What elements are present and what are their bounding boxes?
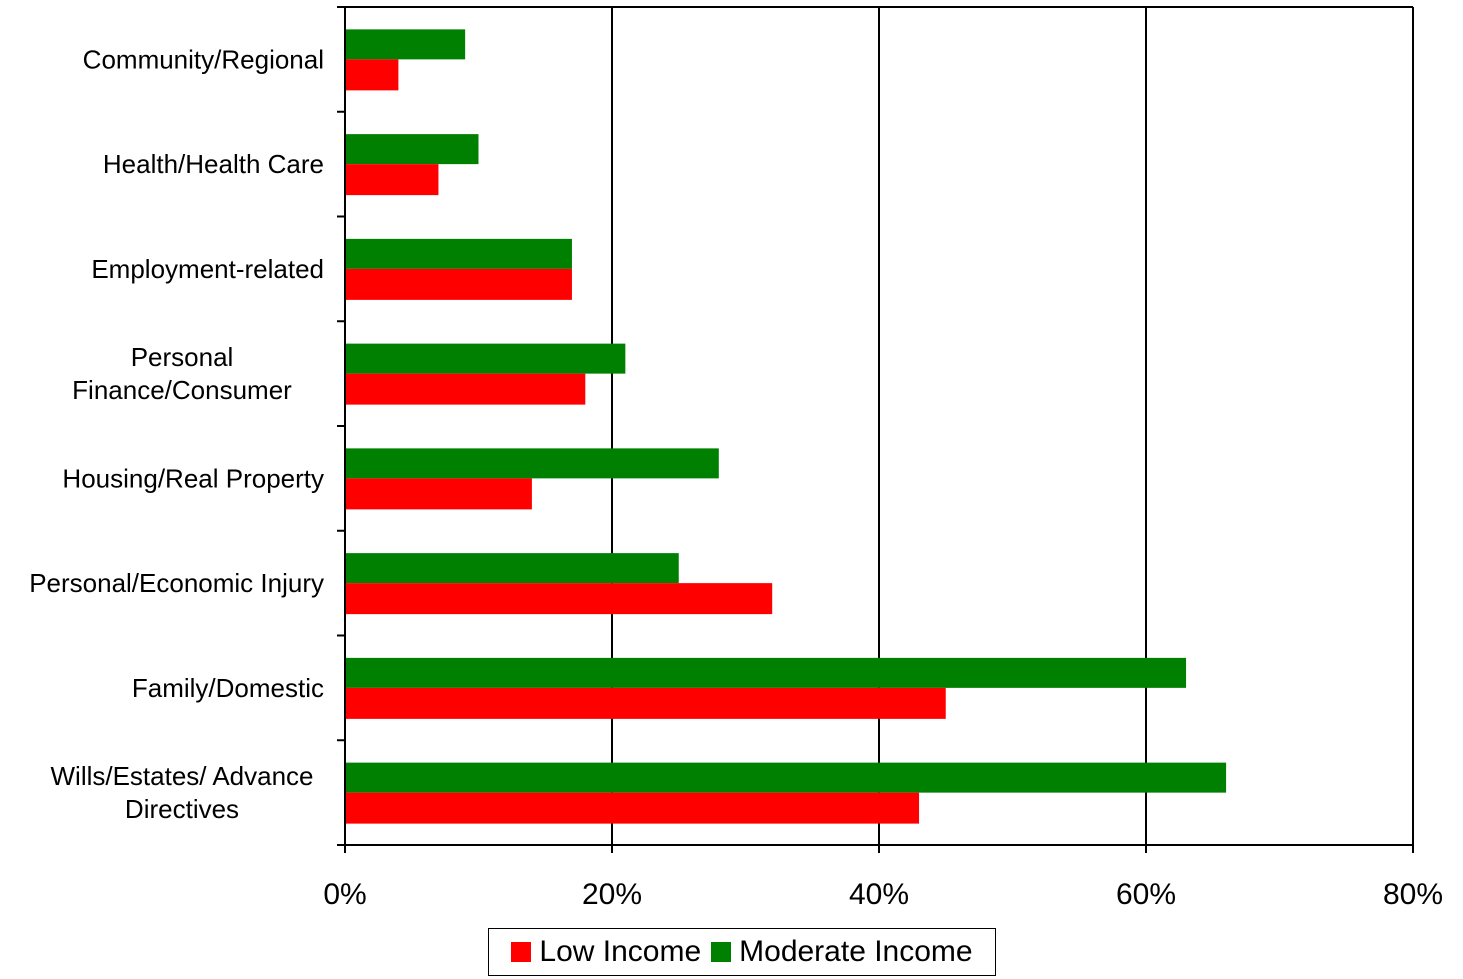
y-category-label: Health/Health Care [103,149,324,179]
bar-moderate-income [345,238,572,269]
y-category-label: Wills/Estates/ Advance Directives [51,761,314,824]
x-tick-label: 80% [1383,878,1443,911]
bar-low-income [345,59,399,91]
y-category-label: Employment-related [91,254,324,284]
bar-low-income [345,583,773,615]
x-tick-label: 20% [582,878,642,911]
y-category-label: Community/Regional [83,44,324,74]
bar-low-income [345,373,586,405]
bar-moderate-income [345,762,1227,793]
bar-moderate-income [345,29,466,60]
bar-moderate-income [345,134,479,165]
x-tick-label: 40% [849,878,909,911]
legend-swatch-low-income [511,942,532,962]
bar-low-income [345,478,532,510]
legend-item-moderate-income: Moderate Income [711,935,973,969]
bar-low-income [345,268,572,300]
y-category-label: Housing/Real Property [62,463,324,493]
bar-low-income [345,164,439,196]
legend-label-moderate-income: Moderate Income [739,935,973,968]
y-category-label: Personal/Economic Injury [29,568,324,598]
x-tick-label: 60% [1116,878,1176,911]
bar-moderate-income [345,553,679,584]
x-tick-label: 0% [323,878,366,911]
bar-low-income [345,687,946,719]
y-category-label: Personal Finance/Consumer [72,342,292,405]
legend-item-low-income: Low Income [511,935,701,969]
legend-label-low-income: Low Income [539,935,702,968]
chart-legend: Low Income Moderate Income [488,928,996,976]
bar-moderate-income [345,448,719,479]
y-category-label: Family/Domestic [132,673,324,703]
legend-swatch-moderate-income [711,942,732,962]
bar-moderate-income [345,343,626,374]
bar-low-income [345,792,920,824]
bar-moderate-income [345,657,1187,688]
